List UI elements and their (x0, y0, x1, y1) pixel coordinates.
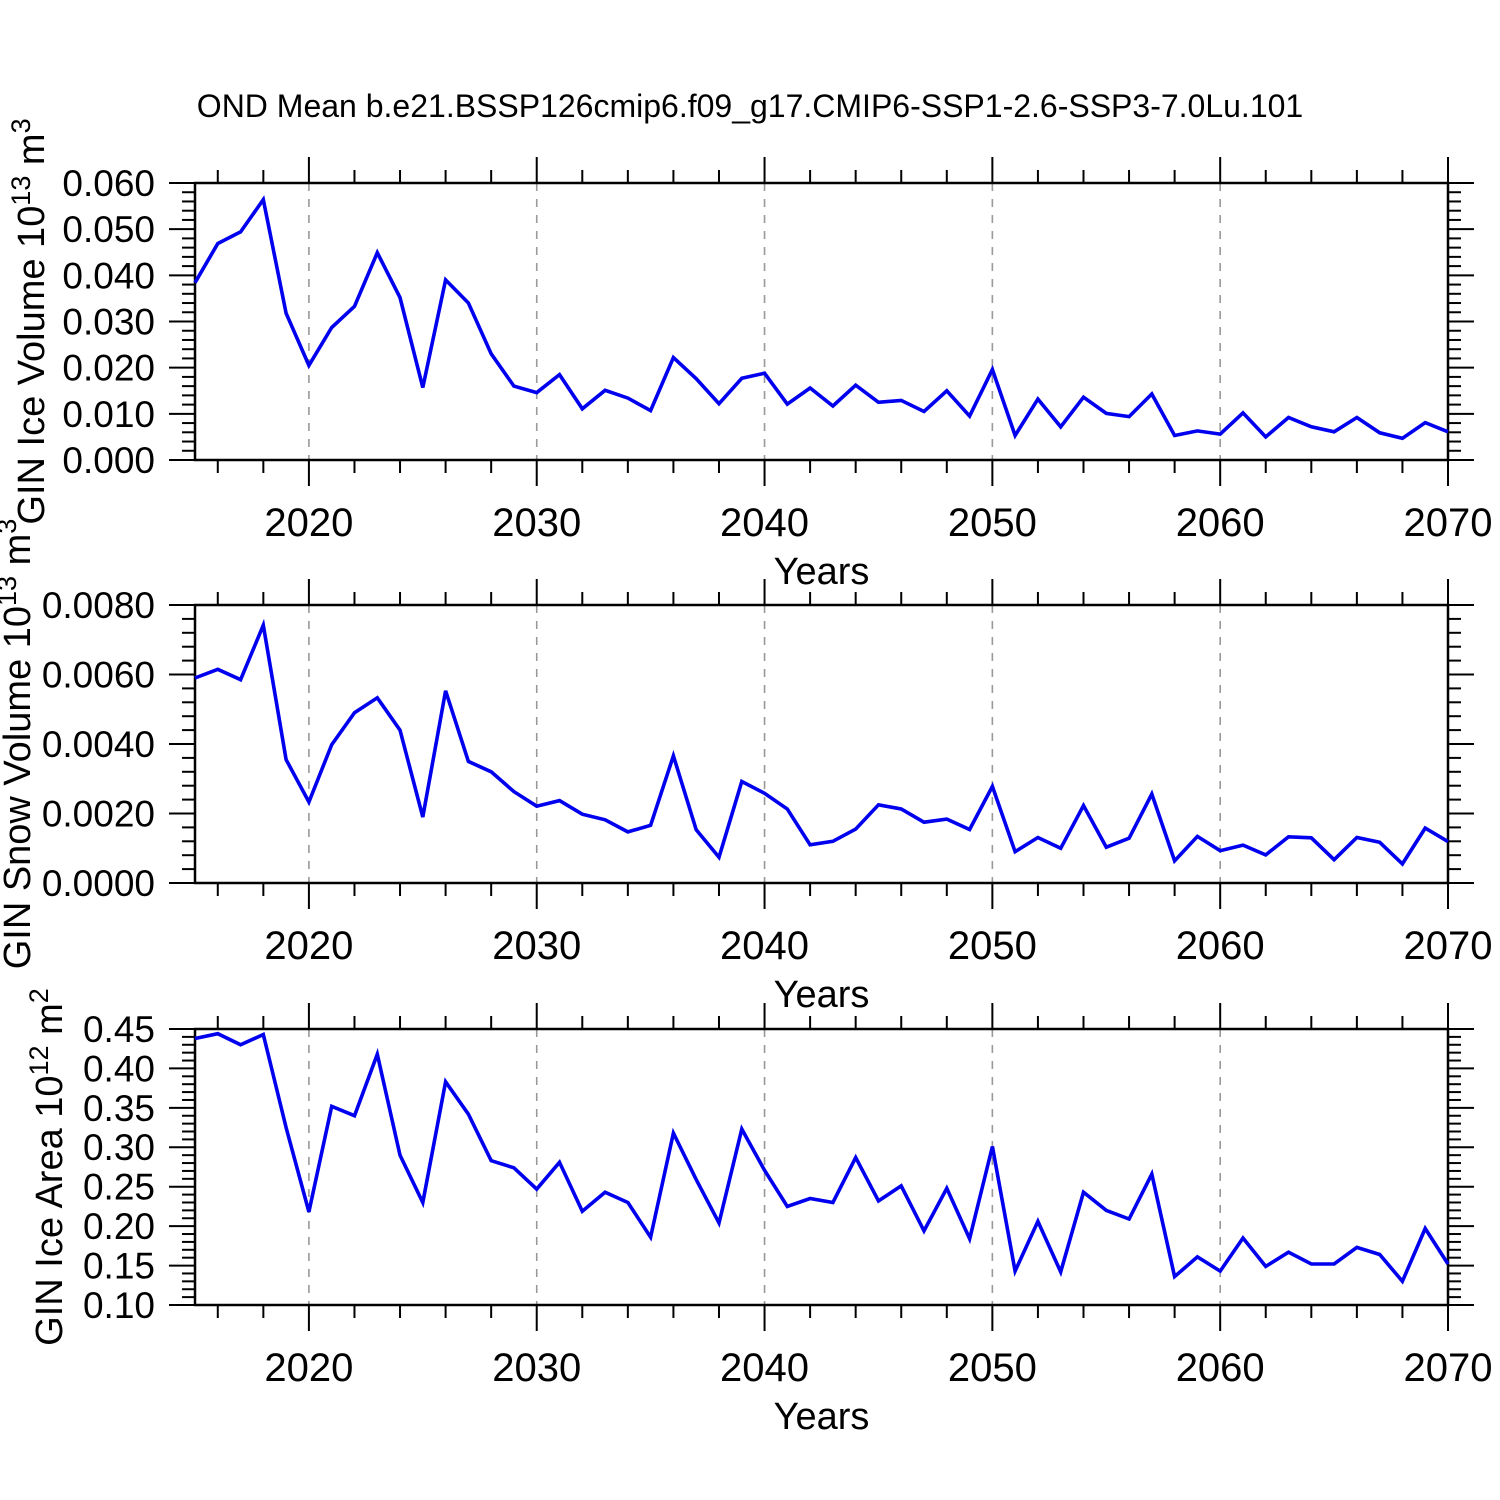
y-tick-label: 0.040 (62, 255, 155, 296)
x-tick-label: 2050 (948, 501, 1037, 545)
x-tick-label: 2040 (720, 501, 809, 545)
x-tick-label: 2030 (492, 1346, 581, 1390)
y-tick-label: 0.050 (62, 209, 155, 250)
panel-gin-ice-area: 0.100.150.200.250.300.350.400.45 2020 2030… (24, 988, 1492, 1438)
y-tick-label: 0.45 (83, 1009, 155, 1050)
x-tick-label: 2060 (1176, 1346, 1265, 1390)
x-axis-title: Years (774, 1396, 870, 1438)
x-tick-label: 2040 (720, 924, 809, 968)
gin-ice-area-line (194, 1031, 1450, 1285)
y-axis-title: GIN Snow Volume 1013 m3 (0, 519, 39, 970)
axis-box (193, 181, 1450, 462)
x-tick-label: 2070 (1404, 1346, 1493, 1390)
x-tick-label: 2060 (1176, 501, 1265, 545)
y-tick-label: 0.15 (83, 1246, 155, 1287)
x-tick-label: 2060 (1176, 924, 1265, 968)
y-tick-label: 0.30 (83, 1127, 155, 1168)
y-tick-label: 0.010 (62, 394, 155, 435)
x-tick-label: 2020 (264, 1346, 353, 1390)
x-axis-title: Years (774, 974, 870, 1016)
y-axis-title: GIN Ice Volume 1013 m3 (6, 118, 53, 524)
x-tick-label: 2030 (492, 924, 581, 968)
axis-box (193, 1027, 1450, 1307)
x-axis-title: Years (774, 551, 870, 593)
y-tick-label: 0.0060 (42, 654, 155, 695)
y-tick-label: 0.35 (83, 1088, 155, 1129)
panel-gin-ice-volume: 0.000 0.010 0.020 0.030 0.040 0.050 0.060 2020 2… (6, 118, 1492, 593)
x-tick-label: 2020 (264, 501, 353, 545)
x-tick-label: 2050 (948, 1346, 1037, 1390)
x-tick-label: 2050 (948, 924, 1037, 968)
y-tick-label: 0.030 (62, 301, 155, 342)
axis-box (193, 603, 1450, 885)
y-axis-title: GIN Ice Area 1012 m2 (24, 988, 71, 1346)
gin-snow-volume-line (194, 618, 1449, 867)
x-tick-label: 2070 (1404, 501, 1493, 545)
y-tick-label: 0.25 (83, 1167, 155, 1208)
x-tick-label: 2040 (720, 1346, 809, 1390)
y-tick-label: 0.40 (83, 1048, 155, 1089)
panel-gin-snow-volume: 0.0000 0.0020 0.0040 0.0060 0.0080 2020 2030 20… (0, 519, 1492, 1016)
y-tick-label: 0.0080 (42, 585, 155, 626)
gin-ice-volume-line (193, 195, 1449, 441)
y-tick-label: 0.000 (62, 440, 155, 481)
y-tick-label: 0.0000 (42, 863, 155, 904)
y-tick-label: 0.0040 (42, 724, 155, 765)
y-tick-label: 0.0020 (42, 793, 155, 834)
x-tick-label: 2070 (1404, 924, 1493, 968)
y-tick-label: 0.10 (83, 1285, 155, 1326)
chart-title: OND Mean b.e21.BSSP126cmip6.f09_g17.CMIP… (196, 88, 1304, 124)
y-tick-label: 0.20 (83, 1206, 155, 1247)
x-tick-label: 2030 (492, 501, 581, 545)
y-tick-label: 0.060 (62, 163, 155, 204)
x-tick-label: 2020 (264, 924, 353, 968)
y-tick-label: 0.020 (62, 348, 155, 389)
